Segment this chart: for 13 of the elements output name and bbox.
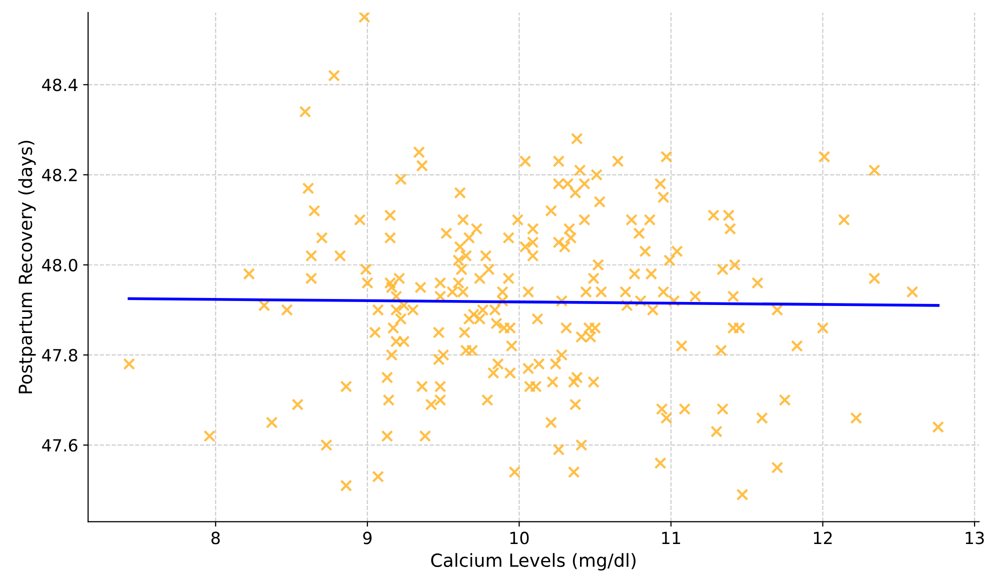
y-tick-label: 47.8 — [42, 348, 78, 362]
y-tick-label: 48.4 — [42, 78, 78, 92]
x-tick-label: 9 — [363, 532, 372, 544]
x-axis-title: Calcium Levels (mg/dl) — [431, 553, 636, 571]
x-tick-label: 12 — [814, 532, 832, 544]
y-tick-label: 48.2 — [42, 168, 77, 182]
y-tick-label: 48.0 — [42, 258, 78, 272]
x-tick-label: 8 — [211, 532, 220, 544]
y-tick-label: 47.6 — [42, 439, 78, 452]
x-tick-label: 13 — [966, 532, 984, 544]
x-tick-label: 11 — [662, 532, 680, 544]
y-axis-title: Postpartum Recovery (days) — [18, 140, 36, 394]
x-tick-label: 10 — [510, 532, 529, 544]
